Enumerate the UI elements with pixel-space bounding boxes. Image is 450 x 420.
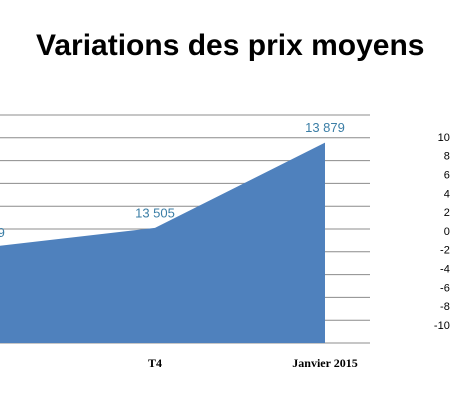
x-tick-label: Janvier 2015 (292, 356, 357, 370)
y-tick-label: 8,0 (444, 151, 450, 163)
x-tick-label: T4 (148, 356, 162, 370)
y-tick-label: -8,0 (440, 301, 450, 313)
y-tick-label: -6,0 (440, 282, 450, 294)
y-tick-label: 0,0 (444, 226, 450, 238)
y-tick-label: 2,0 (444, 207, 450, 219)
y-tick-label: -2,0 (440, 245, 450, 257)
y-tick-label: -10,0 (434, 320, 450, 332)
y-tick-label: -4,0 (440, 264, 450, 276)
y-tick-label: 4,0 (444, 188, 450, 200)
value-label: 13 419 (0, 225, 5, 240)
area (0, 142, 325, 343)
value-label: 13 879 (305, 120, 345, 135)
chart-title: Variations des prix moyens (36, 29, 425, 62)
y-tick-label: 10,0 (438, 132, 450, 144)
value-label: 13 505 (135, 205, 175, 220)
y-tick-label: 6,0 (444, 170, 450, 182)
